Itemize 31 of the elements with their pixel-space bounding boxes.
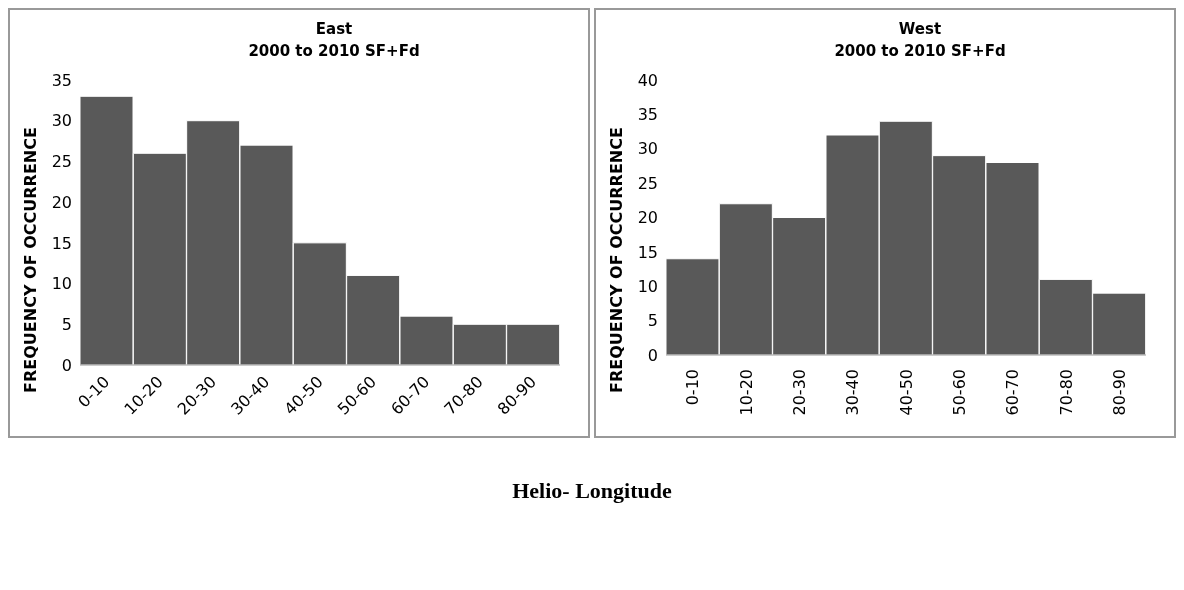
y-tick-label: 15 (51, 233, 72, 253)
y-tick-label: 20 (51, 192, 72, 212)
y-tick-label: 10 (51, 274, 72, 294)
y-tick-label: 10 (637, 276, 658, 296)
x-tick-label: 60-70 (1003, 369, 1023, 416)
x-tick-label: 10-20 (736, 369, 756, 416)
y-tick-label: 40 (637, 70, 658, 90)
y-tick-label: 30 (637, 139, 658, 159)
y-tick-label: 35 (637, 105, 658, 125)
x-tick-label: 20-30 (789, 369, 809, 416)
y-tick-label: 0 (647, 345, 658, 365)
y-tick-label: 30 (51, 111, 72, 131)
y-tick-label: 5 (647, 311, 658, 331)
y-axis-title: FREQUENCY OF OCCURRENCE (20, 127, 40, 393)
x-tick-label: 50-60 (949, 369, 969, 416)
chart-title: West 2000 to 2010 SF+Fd (833, 19, 1007, 62)
x-tick-label: 70-80 (1056, 369, 1076, 416)
x-tick-label: 0-10 (683, 369, 703, 406)
y-tick-label: 5 (61, 314, 72, 334)
y-tick-label: 35 (51, 70, 72, 90)
chart-title: East 2000 to 2010 SF+Fd (247, 19, 421, 62)
x-tick-label: 30-40 (843, 369, 863, 416)
x-tick-label: 80-90 (1109, 369, 1129, 416)
y-tick-label: 0 (61, 355, 72, 375)
y-axis-title: FREQUENCY OF OCCURRENCE (606, 127, 626, 393)
y-tick-label: 15 (637, 242, 658, 262)
x-tick-label: 40-50 (896, 369, 916, 416)
y-tick-label: 25 (637, 173, 658, 193)
y-tick-label: 25 (51, 152, 72, 172)
y-tick-label: 20 (637, 208, 658, 228)
text: Helio- Longitude (511, 478, 673, 504)
